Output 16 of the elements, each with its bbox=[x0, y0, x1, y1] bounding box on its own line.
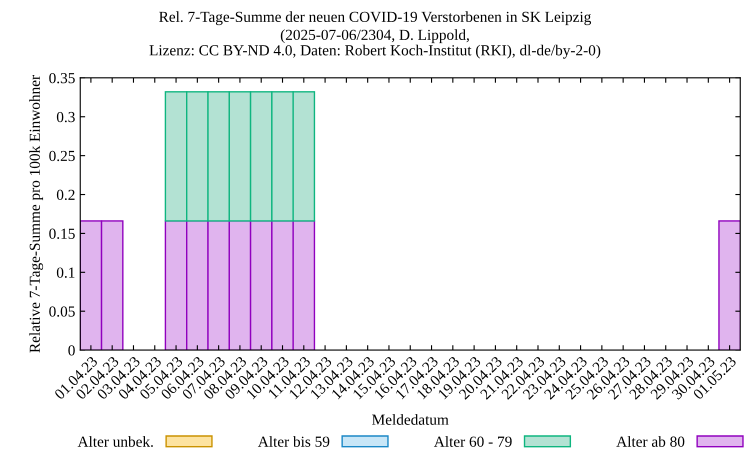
chart-title: Rel. 7-Tage-Summe der neuen COVID-19 Verstorbenen in SK Leipzig bbox=[159, 11, 592, 26]
y-tick-label: 0.15 bbox=[49, 228, 75, 239]
y-tick-label: 0.1 bbox=[56, 267, 74, 278]
x-axis-title: Meldedatum bbox=[372, 414, 449, 425]
y-tick-label: 0.05 bbox=[49, 306, 75, 317]
y-tick-label: 0.3 bbox=[56, 112, 75, 122]
y-tick-label: 0.2 bbox=[56, 190, 75, 200]
legend-label: Alter bis 59 bbox=[258, 436, 330, 447]
legend-label: Alter unbek. bbox=[78, 436, 153, 447]
legend-label: Alter ab 80 bbox=[616, 436, 684, 447]
legend-label: Alter 60 - 79 bbox=[434, 436, 512, 447]
y-tick-label: 0 bbox=[68, 345, 75, 356]
y-tick-label: 0.35 bbox=[49, 72, 75, 84]
y-tick-label: 0.25 bbox=[49, 150, 75, 162]
y-axis-title: Relative 7-Tage-Summe pro 100k Einwohner bbox=[29, 75, 44, 353]
chart-subtitle: (2025-07-06/2304, D. Lippold, Lizenz: CC BY-ND 4.0, Daten: Robert Koch-Institut (RKI), dl-de/by-2-0) bbox=[150, 29, 600, 59]
